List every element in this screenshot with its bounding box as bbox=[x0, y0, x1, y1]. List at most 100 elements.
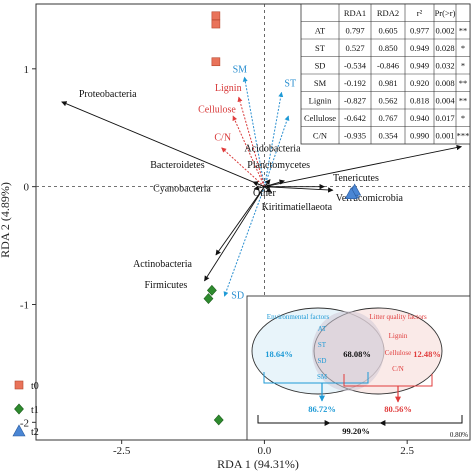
point-t1 bbox=[206, 284, 217, 296]
factor-label-sd: SD bbox=[231, 291, 244, 302]
point-t1 bbox=[213, 414, 224, 426]
table-header-cell: r² bbox=[417, 8, 423, 18]
taxon-label-acidobacteria: Acidobacteria bbox=[244, 143, 301, 154]
y-tick-label: 0 bbox=[24, 182, 30, 194]
table-value-cell: -0.642 bbox=[344, 113, 366, 123]
venn-overlap-value: 68.08% bbox=[343, 349, 371, 359]
table-value-cell: 0.949 bbox=[410, 61, 429, 71]
legend-label-t1: t1 bbox=[31, 405, 39, 416]
table-factor-cell: ST bbox=[315, 43, 326, 53]
point-t1 bbox=[203, 293, 214, 305]
table-value-cell: 0.797 bbox=[345, 26, 364, 36]
table-value-cell: 0.940 bbox=[410, 113, 429, 123]
table-value-cell: * bbox=[461, 113, 465, 123]
legend-label-t0: t0 bbox=[31, 381, 39, 392]
table-value-cell: -0.846 bbox=[377, 61, 399, 71]
venn-combined-bracket bbox=[257, 415, 463, 424]
factor-label-sm: SM bbox=[233, 64, 248, 75]
table-header-cell: RDA1 bbox=[344, 8, 366, 18]
factor-arrow-sm bbox=[242, 76, 265, 187]
stats-table: RDA1 RDA2 r² Pr(>r)AT 0.797 0.605 0.977 0.002 **… bbox=[300, 3, 471, 145]
table-value-cell: ** bbox=[459, 78, 468, 88]
table-value-cell: * bbox=[461, 43, 465, 53]
point-t0 bbox=[211, 11, 221, 21]
legend: t0 t1 t2 bbox=[12, 380, 39, 438]
point-t0 bbox=[211, 19, 221, 29]
venn-overlap-region bbox=[312, 311, 384, 391]
venn-right-item: Cellulose bbox=[385, 349, 411, 357]
y-axis-title: RDA 2 (4.89%) bbox=[0, 182, 12, 258]
venn-left-item: AT bbox=[318, 325, 327, 333]
taxon-label-tenericutes: Tenericutes bbox=[333, 173, 379, 184]
venn-left-item: SM bbox=[317, 373, 328, 381]
taxon-label-firmicutes: Firmicutes bbox=[145, 280, 188, 291]
taxon-arrow-verrucomicrobia bbox=[264, 186, 334, 193]
y-tick-label: -1 bbox=[20, 299, 29, 311]
table-value-cell: ** bbox=[459, 96, 468, 106]
taxon-label-other: Other bbox=[253, 188, 276, 199]
venn-left-bracket bbox=[263, 372, 369, 384]
table-value-cell: 0.562 bbox=[378, 96, 397, 106]
taxon-label-kiritimatiellaeota: Kiritimatiellaeota bbox=[262, 202, 333, 213]
table-value-cell: 0.981 bbox=[378, 78, 397, 88]
factor-label-cellulose: Cellulose bbox=[198, 104, 236, 115]
table-header-cell: Pr(>r) bbox=[435, 8, 456, 18]
taxon-arrow-actinobacteria bbox=[215, 186, 265, 256]
taxon-label-cyanobacteria: Cyanobacteria bbox=[153, 183, 211, 194]
taxon-arrow-chloroflexi bbox=[264, 144, 462, 188]
taxon-arrow-bacteroidetes bbox=[252, 181, 265, 188]
table-value-cell: *** bbox=[457, 131, 470, 141]
venn-left-title: Environmental factors bbox=[267, 313, 330, 321]
venn-left-total: 86.72% bbox=[308, 404, 336, 414]
table-factor-cell: C/N bbox=[313, 131, 327, 141]
venn-combined-value: 99.20% bbox=[342, 426, 370, 436]
table-value-cell: 0.001 bbox=[435, 131, 454, 141]
x-tick-label: 0.0 bbox=[258, 445, 272, 457]
table-value-cell: 0.354 bbox=[378, 131, 398, 141]
table-value-cell: ** bbox=[459, 26, 468, 36]
table-value-cell: 0.032 bbox=[435, 61, 454, 71]
taxon-arrow-proteobacteria bbox=[61, 101, 265, 188]
table-value-cell: 0.004 bbox=[435, 96, 455, 106]
taxon-label-actinobacteria: Actinobacteria bbox=[133, 259, 192, 270]
table-value-cell: 0.767 bbox=[378, 113, 397, 123]
venn-inset: Environmental factors Litter quality fact… bbox=[246, 295, 471, 441]
table-factor-cell: SM bbox=[314, 78, 327, 88]
factor-label-cn: C/N bbox=[214, 133, 231, 144]
table-value-cell: -0.935 bbox=[344, 131, 366, 141]
factor-arrow-cellulose bbox=[232, 115, 265, 187]
venn-right-item: Lignin bbox=[389, 332, 408, 340]
table-header-cell: RDA2 bbox=[377, 8, 399, 18]
point-t2 bbox=[344, 187, 358, 200]
taxon-arrow-planctomycetes bbox=[264, 179, 285, 188]
factor-arrow-lignin bbox=[237, 96, 265, 187]
factor-arrow-st bbox=[263, 91, 284, 187]
legend-marker-t0 bbox=[14, 380, 24, 390]
factor-label-lignin: Lignin bbox=[215, 83, 242, 94]
venn-right-item: C/N bbox=[392, 365, 404, 373]
legend-label-t2: t2 bbox=[31, 427, 39, 438]
legend-marker-t2 bbox=[12, 424, 26, 437]
x-tick-label: 2.5 bbox=[400, 445, 414, 457]
x-axis-title: RDA 1 (94.31%) bbox=[217, 457, 299, 471]
taxon-arrow-acidobacteria bbox=[264, 179, 271, 187]
axis-ticks: -2.5 0.0 2.5 -2 -1 0 1 bbox=[20, 64, 415, 457]
table-factor-cell: AT bbox=[315, 26, 326, 36]
venn-residual-value: 0.80% bbox=[450, 431, 468, 439]
table-value-cell: 0.605 bbox=[378, 26, 397, 36]
venn-left-item: ST bbox=[318, 341, 327, 349]
x-tick-label: -2.5 bbox=[113, 445, 131, 457]
table-value-cell: 0.949 bbox=[410, 43, 429, 53]
table-value-cell: 0.920 bbox=[410, 78, 429, 88]
taxon-label-bacteroidetes: Bacteroidetes bbox=[150, 160, 205, 171]
table-value-cell: 0.008 bbox=[435, 78, 454, 88]
table-value-cell: 0.002 bbox=[435, 26, 454, 36]
table-value-cell: 0.850 bbox=[378, 43, 397, 53]
venn-right-only: 12.48% bbox=[413, 349, 441, 359]
table-value-cell: -0.192 bbox=[344, 78, 366, 88]
legend-marker-t1 bbox=[14, 403, 24, 415]
venn-right-total: 80.56% bbox=[384, 404, 412, 414]
venn-right-bracket bbox=[343, 374, 433, 387]
sample-points bbox=[203, 11, 362, 426]
